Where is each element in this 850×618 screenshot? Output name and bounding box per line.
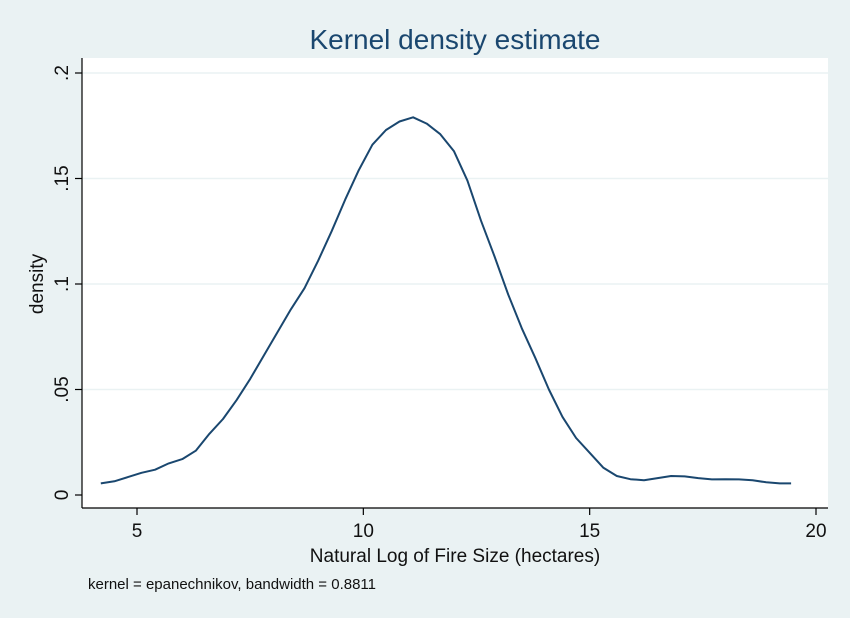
density-curve	[100, 116, 792, 485]
x-axis-label: Natural Log of Fire Size (hectares)	[310, 546, 600, 567]
y-tick-label: .1	[52, 276, 73, 292]
y-tick-label: .2	[52, 65, 73, 81]
grid	[82, 72, 828, 391]
kernel-note: kernel = epanechnikov, bandwidth = 0.881…	[88, 576, 376, 593]
x-tick-label: 15	[579, 521, 600, 542]
y-tick-label: 0	[52, 490, 73, 501]
axes: 5 10 15 20 0 .05 .1 .15 .2	[52, 58, 828, 542]
x-tick-label: 10	[353, 521, 374, 542]
y-tick-label: .15	[52, 165, 73, 191]
x-tick-label: 20	[805, 521, 826, 542]
plot-area	[82, 58, 828, 508]
x-tick-label: 5	[132, 521, 143, 542]
chart-title: Kernel density estimate	[309, 24, 600, 55]
y-axis-label: density	[27, 253, 48, 314]
y-tick-label: .05	[52, 376, 73, 402]
